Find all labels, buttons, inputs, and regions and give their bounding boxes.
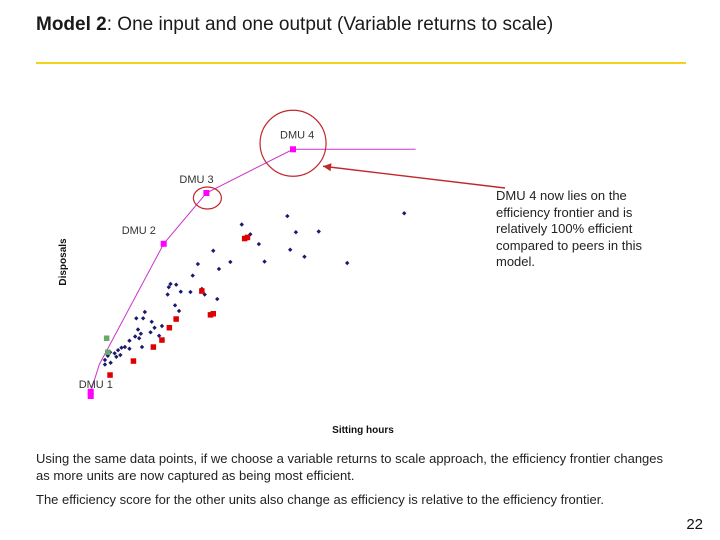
units-point — [136, 336, 142, 341]
units-point — [149, 319, 154, 324]
units-red-point — [159, 337, 165, 343]
dmu-label: DMU 1 — [79, 379, 113, 391]
units-red-point — [241, 235, 248, 242]
units-point — [174, 282, 179, 287]
units-point — [102, 362, 108, 367]
units-point — [159, 323, 165, 329]
units-point — [302, 254, 307, 259]
slide-title-rest: : One input and one output (Variable ret… — [106, 14, 554, 35]
dmu4-highlight-circle — [259, 109, 327, 177]
units-point — [139, 344, 145, 350]
units-point — [142, 309, 148, 315]
units-point — [228, 259, 233, 265]
callout-text: DMU 4 now lies on the efficiency frontie… — [496, 188, 642, 269]
units-point — [108, 360, 113, 365]
dmu-label: DMU 3 — [179, 174, 213, 186]
frontier-dmus-point — [87, 393, 94, 399]
units-red-point — [173, 316, 179, 322]
units-point — [112, 351, 117, 356]
units-point — [140, 316, 146, 321]
units-point — [122, 344, 128, 350]
units-point — [216, 266, 222, 272]
units-point — [118, 352, 123, 358]
units-point — [188, 289, 193, 295]
units-point — [102, 357, 108, 363]
callout-arrowhead — [323, 163, 332, 172]
units-point — [119, 345, 124, 350]
dmu-label: DMU 4 — [280, 129, 314, 141]
frontier-dmus-point — [290, 146, 296, 153]
units-point — [178, 289, 183, 294]
y-axis-label: Disposals — [58, 238, 69, 286]
units-point — [316, 229, 321, 234]
units-point — [135, 327, 141, 332]
dmu-label: DMU 2 — [122, 225, 156, 237]
units-point — [402, 211, 407, 216]
units-point — [190, 273, 195, 278]
units-red-point — [166, 325, 173, 331]
dmu3-highlight-circle — [192, 186, 223, 210]
frontier-dmus-point — [87, 388, 94, 395]
units-point — [239, 222, 244, 227]
frontier-dmus-point — [203, 190, 210, 196]
units-point — [127, 338, 132, 343]
units-point — [138, 331, 144, 336]
frontier-line — [90, 148, 416, 396]
units-point — [134, 316, 139, 321]
title-underline — [36, 62, 686, 64]
units-point — [132, 334, 138, 339]
units-red-point — [150, 344, 157, 350]
units-green-point — [105, 349, 111, 355]
units-point — [176, 308, 182, 314]
explanation-paragraph-1: Using the same data points, if we choose… — [36, 451, 664, 483]
units-red-point — [199, 288, 205, 294]
units-point — [256, 241, 262, 247]
callout-arrow — [322, 165, 506, 189]
units-green-point — [103, 335, 110, 341]
units-point — [114, 354, 119, 359]
units-point — [166, 284, 171, 290]
slide-title: Model 2: One input and one output (Varia… — [36, 14, 553, 36]
units-point — [127, 346, 132, 351]
units-red-point — [244, 234, 251, 241]
frontier-dmus-point — [160, 240, 167, 247]
units-red-point — [130, 358, 137, 364]
units-point — [215, 296, 220, 302]
units-point — [148, 330, 153, 335]
page-number: 22 — [686, 516, 703, 533]
explanation-paragraph-2: The efficiency score for the other units… — [36, 492, 604, 507]
units-point — [288, 247, 293, 252]
units-point — [285, 213, 290, 219]
units-red-point — [210, 311, 216, 317]
units-point — [152, 325, 157, 330]
units-red-point — [107, 372, 113, 378]
units-point — [172, 303, 178, 308]
units-point — [165, 292, 170, 297]
units-point — [293, 230, 299, 235]
units-point — [195, 261, 201, 267]
units-point — [345, 260, 350, 266]
units-point — [211, 248, 216, 253]
units-point — [156, 333, 162, 338]
x-axis-label: Sitting hours — [332, 425, 394, 436]
units-red-point — [207, 312, 214, 318]
units-point — [115, 347, 121, 353]
slide-title-bold: Model 2 — [36, 14, 107, 35]
units-point — [168, 281, 173, 287]
units-point — [262, 259, 267, 264]
